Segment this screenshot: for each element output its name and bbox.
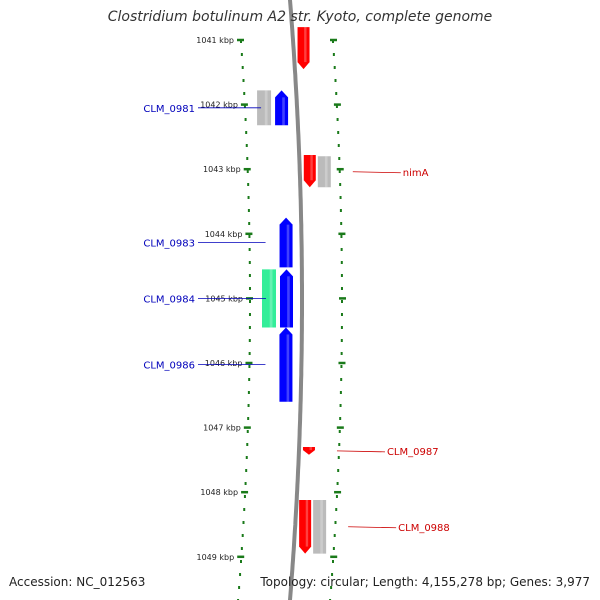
forward-cds-gene	[298, 27, 310, 69]
forward-cds-gene	[304, 155, 316, 187]
scale-tick-label: 1047 kbp	[203, 424, 241, 433]
gene-shading	[287, 334, 290, 401]
gene-shading	[325, 156, 328, 187]
gene-shading	[306, 500, 308, 547]
gene-shading	[310, 155, 312, 180]
scale-tick-label: 1041 kbp	[196, 36, 234, 45]
gene-label: CLM_0984	[143, 294, 195, 305]
reverse-cds-gene	[279, 327, 292, 401]
gene-shading	[287, 276, 290, 327]
forward-strand-ruler	[330, 40, 342, 600]
reverse-cds-gene	[280, 218, 293, 268]
reverse-cds-gene	[280, 269, 293, 327]
scale-tick-label: 1049 kbp	[197, 553, 235, 562]
gene-label-leader	[337, 451, 385, 452]
scale-tick-label: 1043 kbp	[203, 165, 241, 174]
gene-label: CLM_0987	[387, 447, 439, 458]
forward-cds-gene	[299, 500, 311, 554]
gene-shading	[310, 447, 312, 450]
gene-label: CLM_0988	[398, 523, 450, 534]
genome-map-view: 1041 kbp 1042 kbp 1043 kbp 1044 kbp 1045 kbp…	[0, 0, 600, 600]
scale-tick-label: 1046 kbp	[205, 359, 243, 368]
genome-map-canvas: 1041 kbp 1042 kbp 1043 kbp 1044 kbp 1045 kbp…	[0, 0, 600, 600]
gene-label: CLM_0983	[143, 239, 195, 250]
gene-shading	[304, 27, 306, 62]
map-title: Clostridium botulinum A2 str. Kyoto, com…	[0, 9, 600, 25]
gene-shading	[265, 90, 268, 125]
gene-shading	[282, 97, 285, 125]
gene-label-leader	[353, 172, 401, 173]
gene-label-leader	[348, 527, 396, 528]
forward-pseudo-gene	[313, 500, 326, 554]
gene-label: CLM_0981	[143, 104, 195, 115]
scale-tick-label: 1042 kbp	[200, 101, 238, 110]
gene-label: CLM_0986	[143, 361, 195, 372]
gene-shading	[287, 225, 290, 268]
reverse-cds-gene	[275, 90, 288, 125]
gene-shading	[270, 269, 273, 327]
scale-tick-label: 1044 kbp	[205, 230, 243, 239]
scale-tick-label: 1048 kbp	[200, 488, 238, 497]
scale-tick-label: 1045 kbp	[205, 294, 243, 303]
forward-cds-gene	[303, 447, 315, 455]
genome-summary-text: Topology: circular; Length: 4,155,278 bp…	[260, 575, 590, 589]
gene-features	[257, 27, 331, 553]
gene-label: nimA	[403, 168, 429, 179]
reverse-strand-ruler	[238, 40, 250, 600]
forward-pseudo-gene	[318, 156, 331, 187]
accession-text: Accession: NC_012563	[9, 575, 145, 589]
gene-shading	[320, 500, 323, 554]
